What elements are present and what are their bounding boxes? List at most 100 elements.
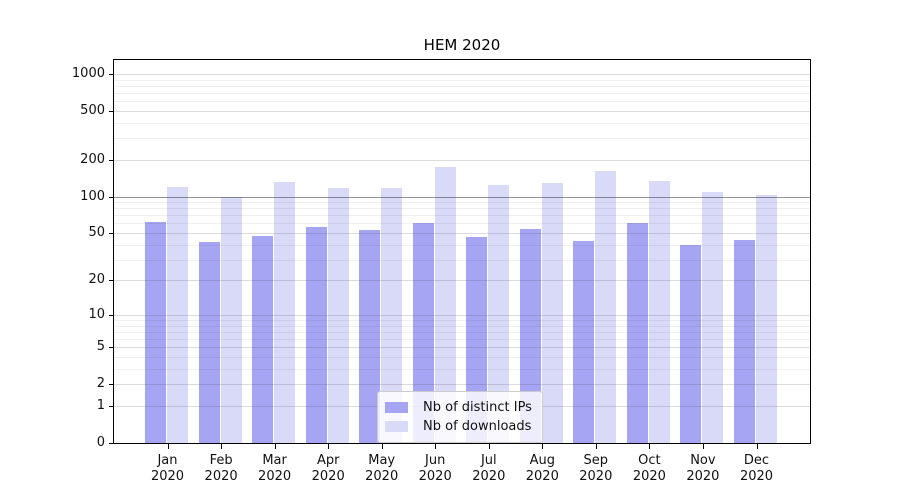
gridline-minor-4 (114, 357, 810, 358)
y-tick-label-50: 50 (88, 225, 105, 240)
bar-ips-may (359, 229, 381, 443)
bar-downloads-jul (488, 184, 510, 443)
legend-label-downloads: Nb of downloads (423, 419, 532, 434)
bar-ips-mar (252, 236, 274, 443)
gridline-minor-6 (114, 339, 810, 341)
y-tick-label-100: 100 (80, 188, 105, 204)
legend-item-distinct-ips: Nb of distinct IPs (385, 398, 532, 417)
bar-downloads-jan (167, 187, 188, 443)
gridline-minor-9 (114, 320, 810, 321)
bar-downloads-feb (220, 197, 242, 443)
gridline-minor-800 (114, 85, 810, 87)
gridline-highlight-100 (114, 196, 810, 198)
gridline-minor-30 (114, 259, 810, 261)
x-tick-label-feb: Feb 2020 (204, 453, 238, 484)
x-tick-label-nov: Nov 2020 (686, 453, 720, 484)
x-tick-label-jul: Jul 2020 (472, 453, 506, 484)
y-tick-mark-20 (109, 280, 114, 282)
chart-title: HEM 2020 (423, 36, 501, 54)
x-tick-mark-nov (702, 444, 704, 449)
y-tick-label-10: 10 (88, 306, 105, 322)
x-tick-label-sep: Sep 2020 (579, 453, 613, 484)
legend-item-downloads: Nb of downloads (385, 417, 532, 436)
x-tick-label-dec: Dec 2020 (739, 453, 774, 484)
y-tick-label-2: 2 (96, 376, 105, 392)
gridline-minor-900 (114, 79, 810, 81)
x-tick-label-mar: Mar 2020 (258, 453, 292, 484)
gridline-major-200 (114, 159, 810, 161)
x-tick-mark-sep (595, 444, 597, 449)
y-tick-mark-1000 (109, 73, 114, 75)
gridline-minor-8 (114, 325, 810, 327)
y-tick-mark-50 (109, 233, 114, 234)
x-tick-mark-mar (274, 444, 276, 449)
bar-downloads-dec (756, 195, 777, 443)
bar-ips-oct (626, 222, 648, 443)
gridline-major-2 (114, 384, 810, 386)
y-tick-mark-10 (109, 314, 114, 316)
x-tick-mark-dec (756, 444, 758, 449)
bar-downloads-jun (434, 167, 456, 443)
x-tick-label-jun: Jun 2020 (418, 453, 452, 484)
gridline-minor-600 (114, 101, 810, 103)
x-tick-mark-jan (167, 444, 169, 449)
gridline-minor-3 (114, 368, 810, 370)
gridline-minor-400 (114, 122, 810, 124)
y-tick-mark-0 (109, 443, 114, 444)
y-tick-label-20: 20 (88, 272, 105, 288)
bar-downloads-aug (541, 183, 563, 443)
bar-downloads-may (381, 188, 403, 443)
x-tick-mark-aug (542, 444, 544, 449)
bar-ips-nov (680, 244, 702, 443)
x-tick-mark-feb (221, 444, 223, 449)
bar-ips-aug (519, 228, 541, 443)
y-tick-mark-100 (109, 196, 114, 198)
y-tick-mark-200 (109, 159, 114, 161)
gridline-minor-80 (114, 208, 810, 210)
plot-area: Nb of distinct IPs Nb of downloads (113, 59, 811, 444)
x-tick-mark-jul (488, 444, 490, 449)
y-tick-label-1000: 1000 (71, 65, 105, 81)
bar-downloads-mar (274, 181, 296, 443)
legend-label-distinct-ips: Nb of distinct IPs (423, 400, 532, 415)
gridline-major-100 (114, 196, 810, 198)
gridline-major-5 (114, 347, 810, 349)
y-tick-label-5: 5 (96, 339, 105, 355)
x-tick-mark-apr (328, 444, 330, 449)
bar-ips-jan (145, 221, 166, 443)
y-tick-label-0: 0 (96, 435, 105, 450)
gridline-major-50 (114, 233, 810, 234)
bar-ips-jun (412, 223, 434, 443)
x-tick-label-jan: Jan 2020 (150, 453, 185, 484)
x-tick-mark-jun (435, 444, 437, 449)
gridline-minor-700 (114, 93, 810, 94)
gridline-major-1000 (114, 73, 810, 75)
gridline-minor-7 (114, 331, 810, 333)
x-tick-mark-oct (649, 444, 651, 449)
legend-swatch-downloads (385, 421, 408, 432)
gridline-minor-90 (114, 202, 810, 203)
y-tick-label-500: 500 (80, 102, 105, 118)
y-tick-label-200: 200 (80, 151, 105, 167)
gridline-minor-70 (114, 215, 810, 217)
x-tick-label-aug: Aug 2020 (525, 453, 559, 484)
gridline-major-20 (114, 280, 810, 282)
bar-downloads-oct (648, 181, 670, 443)
bar-ips-feb (198, 242, 220, 443)
y-tick-mark-5 (109, 347, 114, 349)
gridline-minor-40 (114, 244, 810, 246)
bar-downloads-nov (702, 191, 724, 443)
x-tick-label-may: May 2020 (365, 453, 399, 484)
x-tick-label-oct: Oct 2020 (632, 453, 666, 484)
gridline-minor-60 (114, 223, 810, 225)
x-tick-label-apr: Apr 2020 (311, 453, 345, 484)
x-tick-mark-may (381, 444, 383, 449)
bar-ips-sep (573, 240, 595, 443)
y-tick-mark-1 (109, 406, 114, 407)
y-tick-mark-2 (109, 384, 114, 386)
gridline-major-500 (114, 110, 810, 112)
bar-downloads-sep (595, 170, 617, 443)
bar-downloads-apr (327, 187, 349, 443)
gridline-major-10 (114, 314, 810, 316)
legend-swatch-distinct-ips (385, 402, 408, 413)
